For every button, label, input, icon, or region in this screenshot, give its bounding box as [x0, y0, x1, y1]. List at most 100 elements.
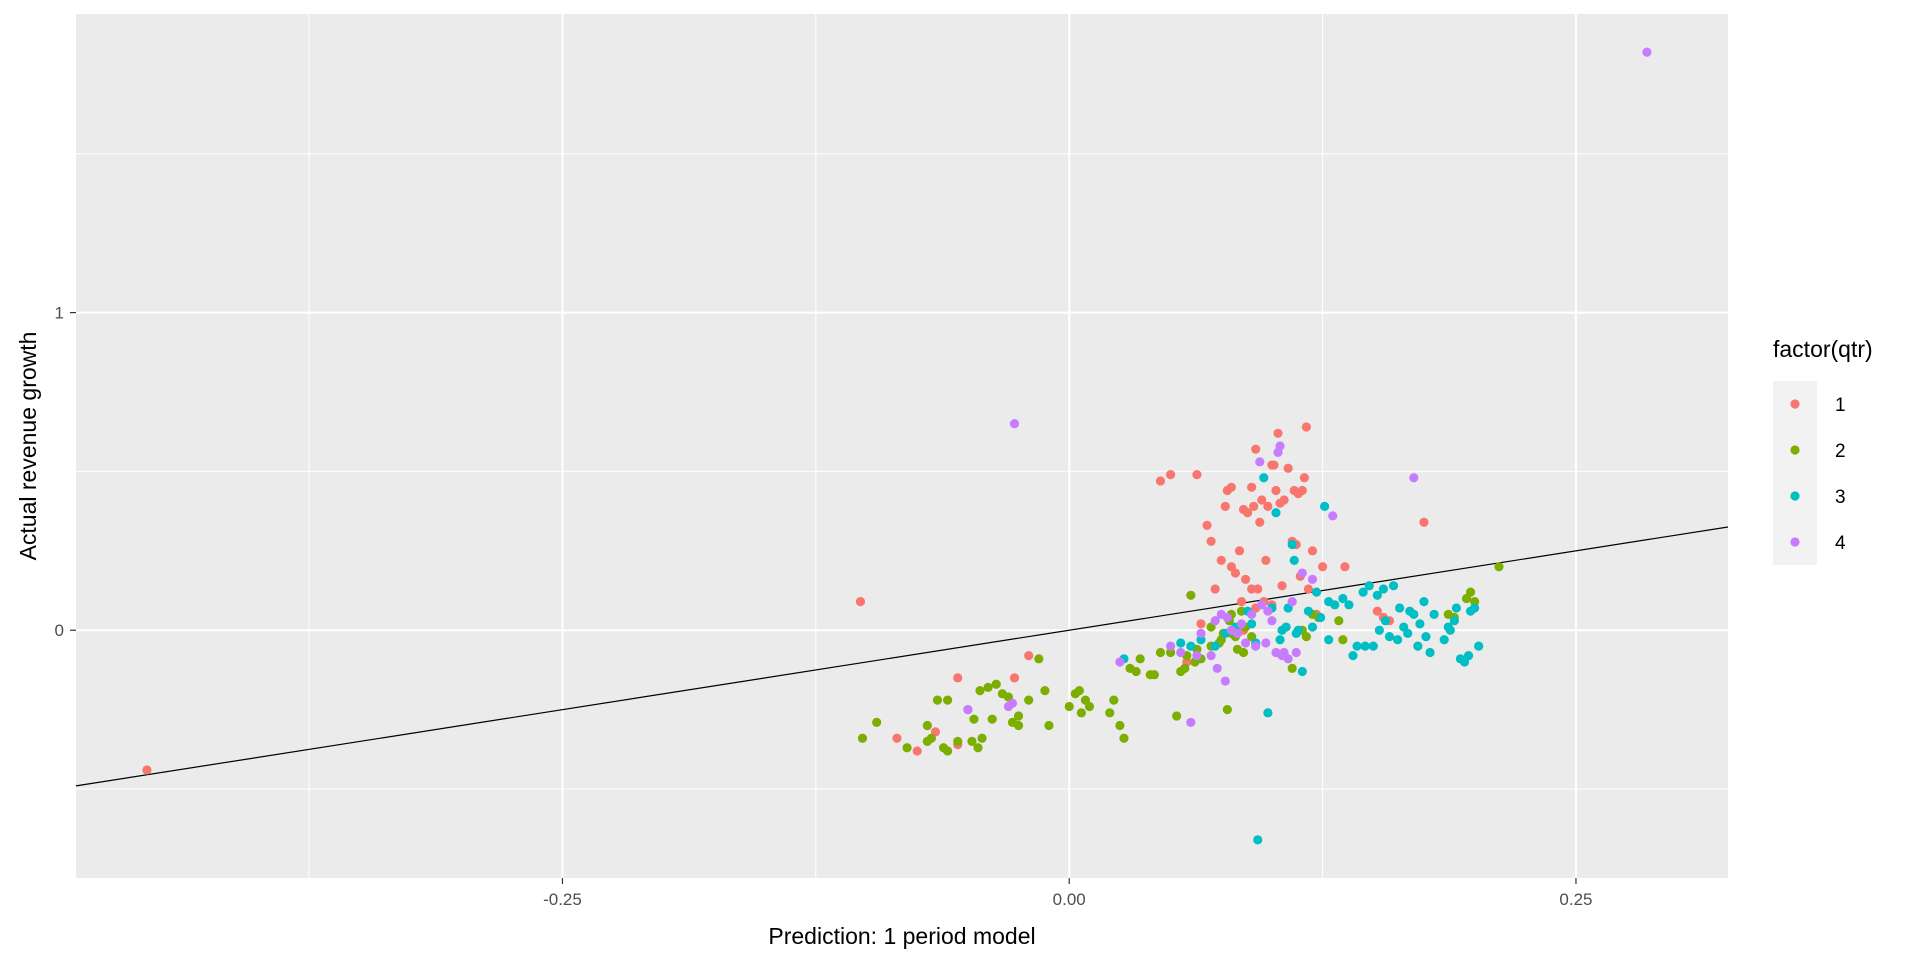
data-point [1328, 511, 1338, 521]
data-point [1236, 619, 1247, 629]
y-tick-label: 1 [55, 304, 64, 323]
data-point [1115, 720, 1125, 731]
data-point [1352, 641, 1362, 651]
data-point [1232, 628, 1243, 639]
data-point [1115, 657, 1125, 667]
data-point [1247, 609, 1257, 619]
data-point [1307, 622, 1318, 632]
data-point [1003, 701, 1014, 712]
data-point [1439, 635, 1449, 645]
data-point [1334, 616, 1344, 626]
data-point [1271, 485, 1281, 496]
data-point [1238, 647, 1249, 658]
data-point [1263, 501, 1273, 511]
data-point [969, 714, 979, 724]
data-point [926, 733, 936, 743]
data-point [1216, 555, 1226, 565]
data-point [1192, 651, 1202, 661]
data-point [1281, 622, 1291, 632]
data-point [1470, 603, 1480, 613]
data-point [1293, 625, 1303, 635]
data-point [1044, 720, 1054, 731]
data-point [943, 746, 953, 756]
data-point [1277, 581, 1287, 591]
data-point [1395, 603, 1405, 613]
data-point [1348, 651, 1358, 661]
data-point [1330, 600, 1340, 610]
data-point [1186, 717, 1196, 727]
data-point [1210, 584, 1220, 594]
data-point [1279, 495, 1289, 505]
series-4 [963, 47, 1652, 727]
data-point [1131, 666, 1141, 677]
x-axis-title: Prediction: 1 period model [768, 923, 1035, 949]
data-point [1009, 673, 1020, 683]
data-point [1303, 584, 1314, 594]
data-point [1449, 616, 1459, 626]
data-point [1243, 508, 1253, 518]
data-point [1283, 463, 1293, 473]
data-point [902, 743, 912, 753]
data-point [912, 746, 922, 756]
data-point [1307, 546, 1318, 556]
data-point [977, 733, 987, 743]
reference-line [75, 526, 1729, 787]
data-point [1196, 628, 1206, 639]
data-point [857, 733, 868, 743]
data-points [142, 47, 1652, 845]
data-point [1263, 708, 1273, 718]
data-point [1289, 555, 1299, 565]
data-point [1463, 651, 1474, 661]
x-tick-label: -0.25 [543, 890, 582, 909]
data-point [1135, 654, 1145, 664]
data-point [1206, 651, 1216, 661]
y-tick-label: 0 [55, 621, 64, 640]
data-point [1024, 695, 1034, 705]
data-point [1303, 606, 1314, 616]
data-point [1155, 647, 1166, 658]
data-point [975, 685, 985, 696]
data-point [855, 597, 866, 607]
data-point [1234, 546, 1245, 556]
data-point [1287, 597, 1297, 607]
y-axis-ticks: 01 [55, 304, 76, 640]
data-point [1273, 428, 1283, 438]
data-point [1074, 685, 1084, 696]
data-point [1064, 701, 1074, 712]
data-point [1378, 584, 1389, 594]
data-point [1240, 574, 1251, 585]
data-point [1236, 597, 1247, 607]
data-point [1155, 476, 1166, 486]
data-point [1291, 647, 1301, 658]
legend-swatch [1790, 445, 1800, 455]
data-point [1119, 733, 1129, 743]
data-point [1465, 587, 1476, 597]
legend-label: 2 [1835, 441, 1846, 462]
data-point [1013, 711, 1024, 721]
data-point [1415, 619, 1425, 629]
data-point [1360, 641, 1370, 651]
data-point [1470, 597, 1480, 607]
data-point [1230, 568, 1241, 578]
data-point [1494, 562, 1504, 572]
data-point [1261, 638, 1271, 648]
data-point [1257, 600, 1267, 610]
data-point [1443, 609, 1453, 619]
data-point [1445, 625, 1455, 635]
data-point [1419, 597, 1429, 607]
data-point [1307, 574, 1318, 585]
data-point [1105, 708, 1115, 718]
data-point [1109, 695, 1119, 705]
data-point [1384, 631, 1395, 642]
data-point [991, 679, 1001, 689]
data-point [1253, 584, 1263, 594]
data-point [1206, 536, 1216, 546]
data-point [1013, 720, 1024, 731]
data-point [1358, 587, 1368, 597]
legend-swatch [1790, 399, 1800, 409]
data-point [1259, 473, 1269, 483]
series-3 [1119, 473, 1484, 845]
data-point [1372, 606, 1382, 616]
data-point [1192, 469, 1202, 480]
data-point [963, 705, 973, 715]
